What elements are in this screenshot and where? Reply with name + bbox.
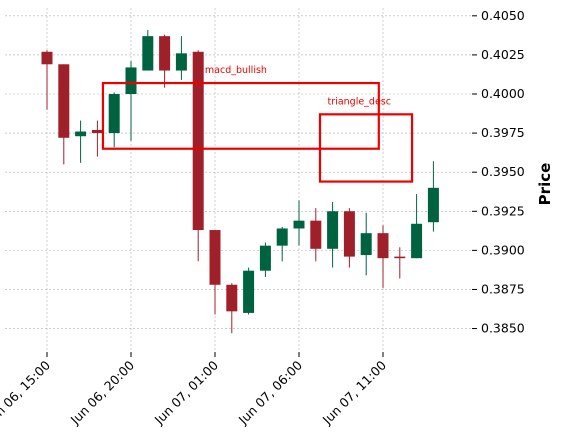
y-tick-label: 0.3950 — [481, 164, 525, 179]
pattern-label: macd_bullish — [205, 65, 267, 76]
x-tick-label: Jun 06, 15:00 — [0, 357, 53, 427]
y-tick-label: 0.4050 — [481, 8, 525, 23]
x-tick-label: Jun 07, 06:00 — [235, 357, 305, 427]
candle-body — [293, 220, 305, 229]
candle-body — [192, 51, 204, 231]
candle-body — [175, 53, 187, 71]
candle-body — [343, 211, 355, 257]
pattern-label: triangle_desc — [328, 96, 391, 107]
y-tick-label: 0.4000 — [481, 86, 525, 101]
candle-body — [259, 245, 271, 271]
candle-body — [377, 233, 389, 259]
candle-body — [75, 131, 87, 137]
x-tick-label: Jun 07, 11:00 — [319, 357, 389, 427]
candle-body — [209, 230, 221, 285]
candle-body — [159, 36, 171, 71]
candle-body — [58, 64, 70, 138]
candle-body — [427, 187, 439, 223]
y-axis-label: Price — [536, 163, 554, 206]
candle-body — [394, 256, 406, 259]
y-tick-label: 0.3975 — [481, 125, 525, 140]
y-tick-label: 0.3875 — [481, 281, 525, 296]
candle-body — [91, 129, 103, 134]
x-tick-label: Jun 06, 20:00 — [67, 357, 137, 427]
pattern-box — [101, 81, 380, 150]
pattern-box — [318, 113, 414, 183]
y-tick-label: 0.3900 — [481, 242, 525, 257]
candle-body — [310, 220, 322, 249]
candle-body — [243, 270, 255, 313]
y-tick-label: 0.4025 — [481, 47, 525, 62]
candle-body — [142, 36, 154, 71]
x-tick-label: Jun 07, 01:00 — [151, 357, 221, 427]
y-tick-label: 0.3850 — [481, 321, 525, 336]
candle-body — [108, 94, 120, 134]
candle-body — [125, 67, 137, 94]
candle-body — [41, 51, 53, 65]
candle-body — [226, 284, 238, 312]
candle-body — [360, 233, 372, 256]
candle-body — [276, 228, 288, 246]
candle-body — [327, 211, 339, 249]
y-tick-label: 0.3925 — [481, 203, 525, 218]
candle-body — [411, 223, 423, 259]
